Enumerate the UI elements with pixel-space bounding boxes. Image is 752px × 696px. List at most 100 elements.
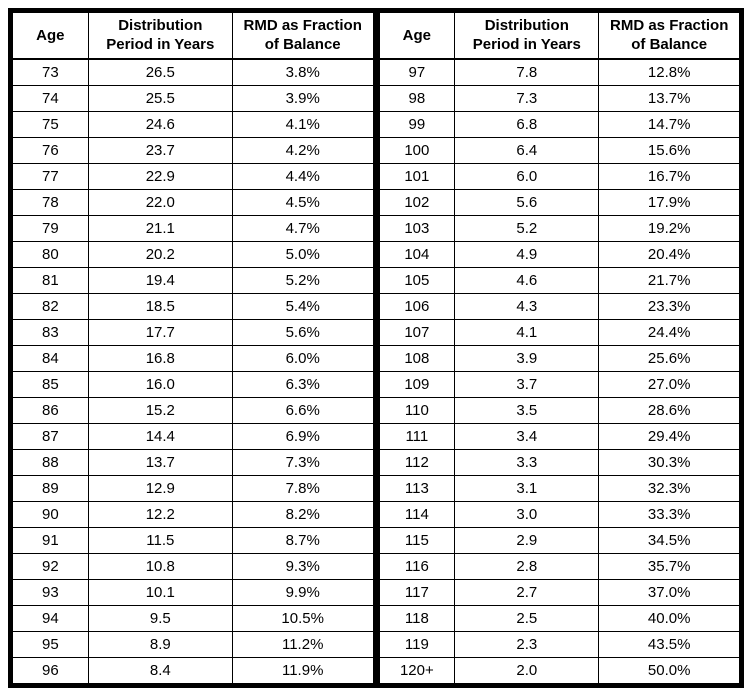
table-cell: 24.4% (598, 318, 740, 346)
table-cell: 9.9% (231, 578, 374, 606)
table-cell: 50.0% (598, 656, 740, 685)
table-cell: 3.1 (454, 474, 600, 502)
table-cell: 28.6% (598, 396, 740, 424)
table-cell: 25.5 (87, 84, 233, 112)
table-row: 118 2.5 40.0% (378, 604, 740, 632)
table-cell: 8.4 (87, 656, 233, 685)
table-cell: 84 (12, 344, 89, 372)
table-row: 88 13.7 7.3% (12, 448, 374, 476)
table-row: 74 25.5 3.9% (12, 84, 374, 112)
table-cell: 9.3% (231, 552, 374, 580)
table-cell: 29.4% (598, 422, 740, 450)
rmd-table-left: Age Distribution Period in Years RMD as … (12, 12, 374, 685)
table-cell: 27.0% (598, 370, 740, 398)
table-cell: 73 (12, 58, 89, 86)
table-cell: 40.0% (598, 604, 740, 632)
table-row: 100 6.4 15.6% (378, 136, 740, 164)
table-row: 107 4.1 24.4% (378, 318, 740, 346)
rmd-table-frame: Age Distribution Period in Years RMD as … (8, 8, 744, 688)
table-cell: 11.9% (231, 656, 374, 685)
table-cell: 3.4 (454, 422, 600, 450)
table-cell: 5.6 (454, 188, 600, 216)
header-label: Age (402, 26, 432, 44)
table-cell: 25.6% (598, 344, 740, 372)
col-header-age: Age (378, 12, 456, 60)
table-cell: 4.5% (231, 188, 374, 216)
header-label: Distribution (118, 16, 203, 34)
table-row: 112 3.3 30.3% (378, 448, 740, 476)
table-row: 87 14.4 6.9% (12, 422, 374, 450)
table-cell: 19.2% (598, 214, 740, 242)
header-row: Age Distribution Period in Years RMD as … (12, 12, 374, 60)
table-cell: 3.7 (454, 370, 600, 398)
table-cell: 24.6 (87, 110, 233, 138)
table-row: 76 23.7 4.2% (12, 136, 374, 164)
table-row: 95 8.9 11.2% (12, 630, 374, 658)
table-cell: 17.9% (598, 188, 740, 216)
table-cell: 4.1% (231, 110, 374, 138)
table-cell: 96 (12, 656, 89, 685)
table-row: 83 17.7 5.6% (12, 318, 374, 346)
table-row: 104 4.9 20.4% (378, 240, 740, 268)
table-row: 117 2.7 37.0% (378, 578, 740, 606)
table-row: 84 16.8 6.0% (12, 344, 374, 372)
table-row: 116 2.8 35.7% (378, 552, 740, 580)
table-cell: 3.5 (454, 396, 600, 424)
table-row: 80 20.2 5.0% (12, 240, 374, 268)
table-cell: 4.3 (454, 292, 600, 320)
table-cell: 94 (12, 604, 89, 632)
table-cell: 6.6% (231, 396, 374, 424)
table-cell: 13.7% (598, 84, 740, 112)
table-cell: 76 (12, 136, 89, 164)
table-row: 120+ 2.0 50.0% (378, 656, 740, 685)
table-cell: 6.9% (231, 422, 374, 450)
table-row: 91 11.5 8.7% (12, 526, 374, 554)
table-cell: 97 (378, 58, 456, 86)
table-row: 89 12.9 7.8% (12, 474, 374, 502)
table-row: 90 12.2 8.2% (12, 500, 374, 528)
table-cell: 5.0% (231, 240, 374, 268)
table-cell: 14.7% (598, 110, 740, 138)
header-label: RMD as Fraction (243, 16, 362, 34)
table-row: 113 3.1 32.3% (378, 474, 740, 502)
table-cell: 8.2% (231, 500, 374, 528)
table-cell: 7.3% (231, 448, 374, 476)
table-cell: 18.5 (87, 292, 233, 320)
table-cell: 12.8% (598, 58, 740, 86)
table-cell: 34.5% (598, 526, 740, 554)
table-row: 92 10.8 9.3% (12, 552, 374, 580)
table-cell: 7.3 (454, 84, 600, 112)
rmd-table-right: Age Distribution Period in Years RMD as … (378, 12, 741, 685)
table-cell: 4.1 (454, 318, 600, 346)
header-row: Age Distribution Period in Years RMD as … (378, 12, 740, 60)
table-cell: 116 (378, 552, 456, 580)
table-cell: 79 (12, 214, 89, 242)
table-cell: 109 (378, 370, 456, 398)
header-label: Period in Years (106, 36, 215, 54)
table-row: 94 9.5 10.5% (12, 604, 374, 632)
table-cell: 86 (12, 396, 89, 424)
table-cell: 80 (12, 240, 89, 268)
table-cell: 5.4% (231, 292, 374, 320)
table-cell: 20.4% (598, 240, 740, 268)
header-label: Distribution (484, 16, 569, 34)
table-row: 86 15.2 6.6% (12, 396, 374, 424)
table-cell: 75 (12, 110, 89, 138)
table-cell: 93 (12, 578, 89, 606)
table-cell: 77 (12, 162, 89, 190)
col-header-rmd-fraction: RMD as Fraction of Balance (231, 12, 374, 60)
table-cell: 12.9 (87, 474, 233, 502)
table-cell: 12.2 (87, 500, 233, 528)
col-header-age: Age (12, 12, 89, 60)
table-cell: 118 (378, 604, 456, 632)
table-cell: 81 (12, 266, 89, 294)
table-cell: 89 (12, 474, 89, 502)
table-cell: 5.6% (231, 318, 374, 346)
table-row: 97 7.8 12.8% (378, 58, 740, 86)
table-cell: 7.8 (454, 58, 600, 86)
rmd-table-right-panel: Age Distribution Period in Years RMD as … (378, 12, 741, 685)
table-row: 98 7.3 13.7% (378, 84, 740, 112)
table-cell: 11.5 (87, 526, 233, 554)
header-label: RMD as Fraction (610, 16, 729, 34)
